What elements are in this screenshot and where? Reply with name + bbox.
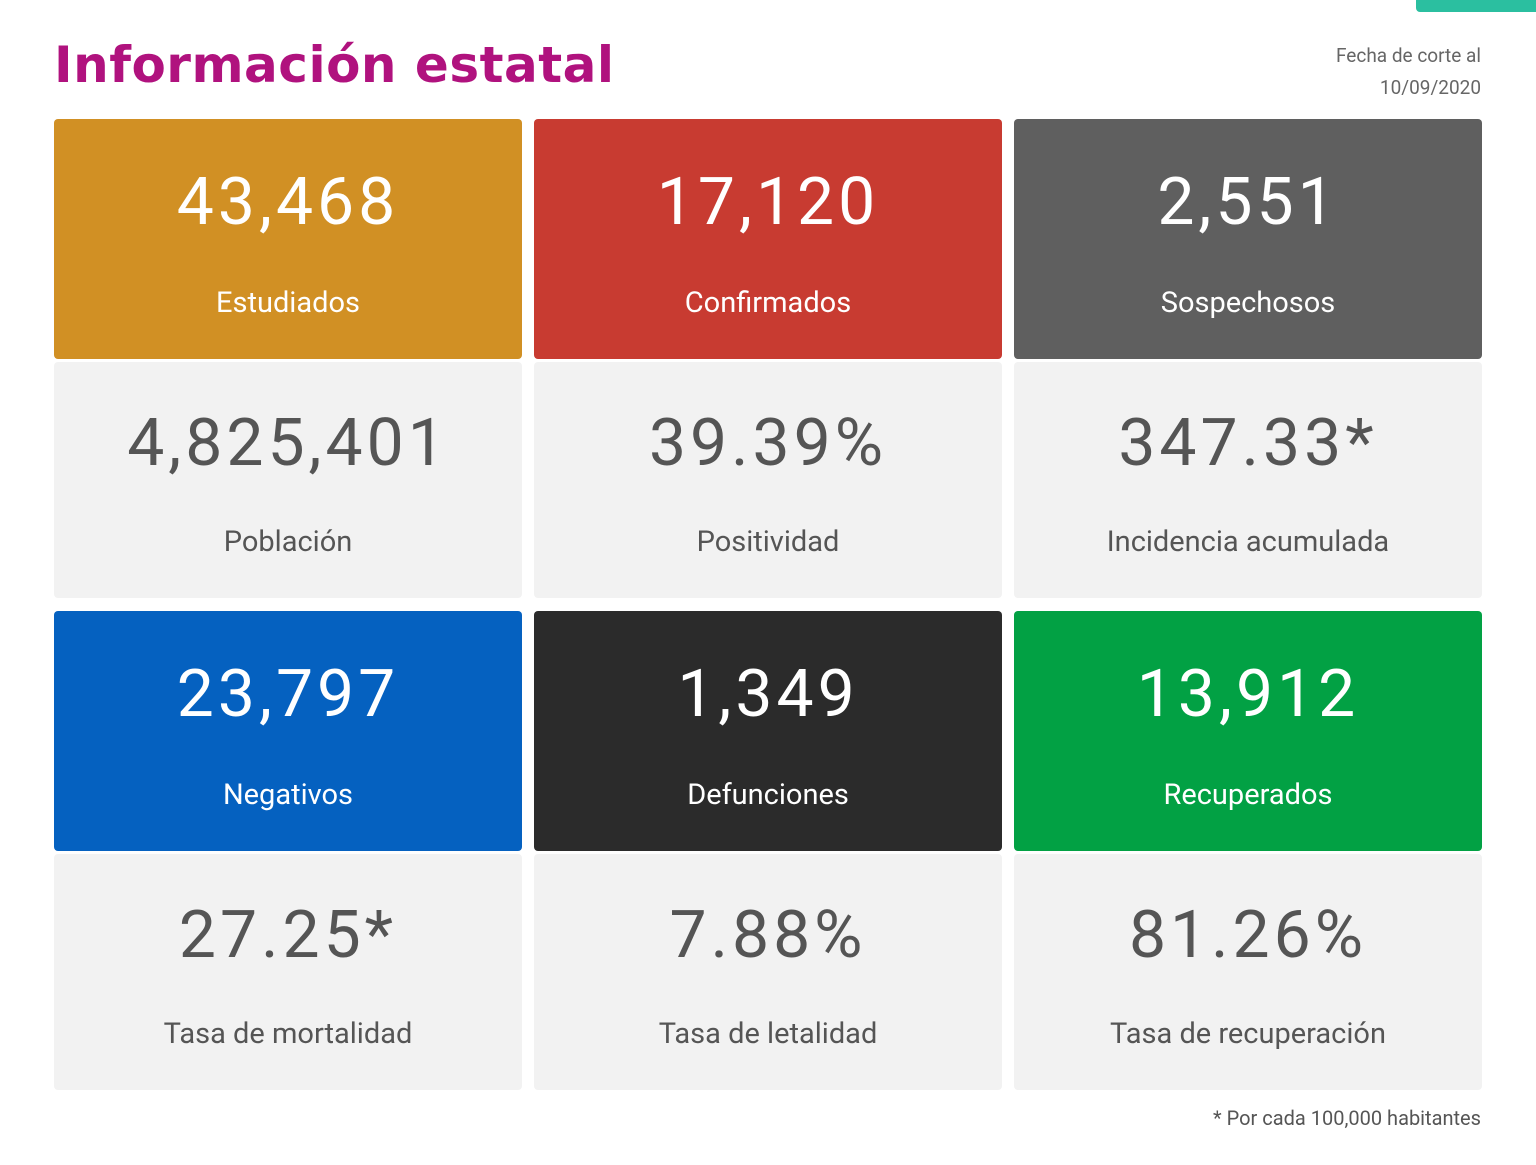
stat-card: 2,551 Sospechosos (1014, 119, 1482, 359)
stat-card: 39.39% Positividad (534, 362, 1002, 598)
page-title: Información estatal (54, 36, 615, 94)
stat-label: Incidencia acumulada (1106, 525, 1390, 559)
stat-label: Positividad (696, 525, 840, 559)
stat-card: 347.33* Incidencia acumulada (1014, 362, 1482, 598)
stat-card: 43,468 Estudiados (54, 119, 522, 359)
stat-value: 17,120 (656, 164, 880, 241)
stat-value: 13,912 (1136, 656, 1360, 733)
tab-marker (1416, 0, 1536, 12)
stat-card: 7.88% Tasa de letalidad (534, 854, 1002, 1090)
stat-label: Confirmados (684, 286, 852, 320)
stat-value: 1,349 (677, 656, 859, 733)
stat-label: Tasa de mortalidad (163, 1017, 413, 1051)
stat-value: 23,797 (176, 656, 400, 733)
stat-card: 4,825,401 Población (54, 362, 522, 598)
stat-label: Estudiados (216, 286, 360, 320)
stat-label: Defunciones (687, 778, 849, 812)
stat-value: 43,468 (176, 164, 400, 241)
date-value: 10/09/2020 (1379, 76, 1481, 99)
stat-card: 13,912 Recuperados (1014, 611, 1482, 851)
stat-label: Población (223, 525, 353, 559)
stat-label: Tasa de letalidad (658, 1017, 878, 1051)
stat-card: 1,349 Defunciones (534, 611, 1002, 851)
stat-value: 39.39% (648, 405, 888, 482)
footnote: * Por cada 100,000 habitantes (1213, 1106, 1481, 1130)
stat-value: 4,825,401 (127, 405, 449, 482)
stat-value: 347.33* (1118, 405, 1378, 482)
stat-value: 2,551 (1157, 164, 1339, 241)
stat-label: Recuperados (1163, 778, 1333, 812)
stat-card: 23,797 Negativos (54, 611, 522, 851)
stat-card: 17,120 Confirmados (534, 119, 1002, 359)
date-label: Fecha de corte al (1336, 44, 1481, 67)
stat-value: 27.25* (178, 897, 398, 974)
stat-value: 7.88% (669, 897, 867, 974)
stat-label: Tasa de recuperación (1110, 1017, 1386, 1051)
stat-card: 81.26% Tasa de recuperación (1014, 854, 1482, 1090)
cutoff-date: Fecha de corte al 10/09/2020 (1336, 40, 1481, 104)
stat-value: 81.26% (1128, 897, 1368, 974)
stat-label: Sospechosos (1160, 286, 1336, 320)
stat-label: Negativos (222, 778, 353, 812)
stat-card: 27.25* Tasa de mortalidad (54, 854, 522, 1090)
